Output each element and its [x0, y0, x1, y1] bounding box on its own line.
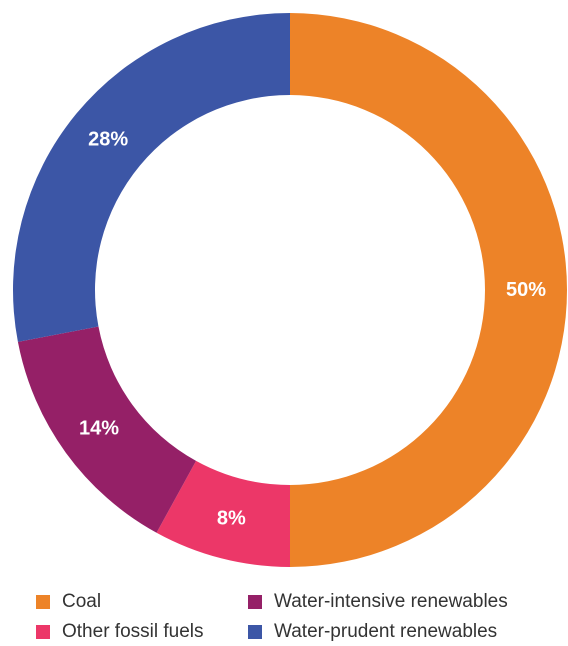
donut-chart-svg: 50% 8% 14% 28%: [12, 13, 567, 567]
legend-label-coal: Coal: [62, 591, 102, 612]
slice-label-water-prudent-renewables: 28%: [88, 129, 128, 151]
legend-label-other-fossil-fuels: Other fossil fuels: [62, 621, 204, 642]
slice-coal: [290, 13, 567, 567]
legend-swatch-water-intensive-renewables: [248, 595, 262, 609]
slice-water-intensive-renewables: [17, 326, 197, 533]
legend: Coal Other fossil fuels Water-intensive …: [0, 580, 568, 646]
slice-other-fossil-fuels: [156, 460, 290, 567]
legend-swatch-other-fossil-fuels: [36, 625, 50, 639]
legend-item-other-fossil-fuels: Other fossil fuels: [36, 620, 204, 644]
legend-swatch-coal: [36, 595, 50, 609]
legend-label-water-intensive-renewables: Water-intensive renewables: [274, 591, 508, 612]
legend-swatch-water-prudent-renewables: [248, 625, 262, 639]
legend-label-water-prudent-renewables: Water-prudent renewables: [274, 621, 498, 642]
legend-item-water-intensive-renewables: Water-intensive renewables: [248, 590, 508, 614]
legend-item-coal: Coal: [36, 590, 101, 614]
slice-label-coal: 50%: [506, 279, 546, 301]
legend-item-water-prudent-renewables: Water-prudent renewables: [248, 620, 497, 644]
slice-label-other-fossil-fuels: 8%: [217, 508, 246, 530]
slice-water-prudent-renewables: [12, 13, 290, 342]
slice-label-water-intensive-renewables: 14%: [79, 418, 119, 440]
donut-chart: 50% 8% 14% 28%: [12, 13, 567, 567]
